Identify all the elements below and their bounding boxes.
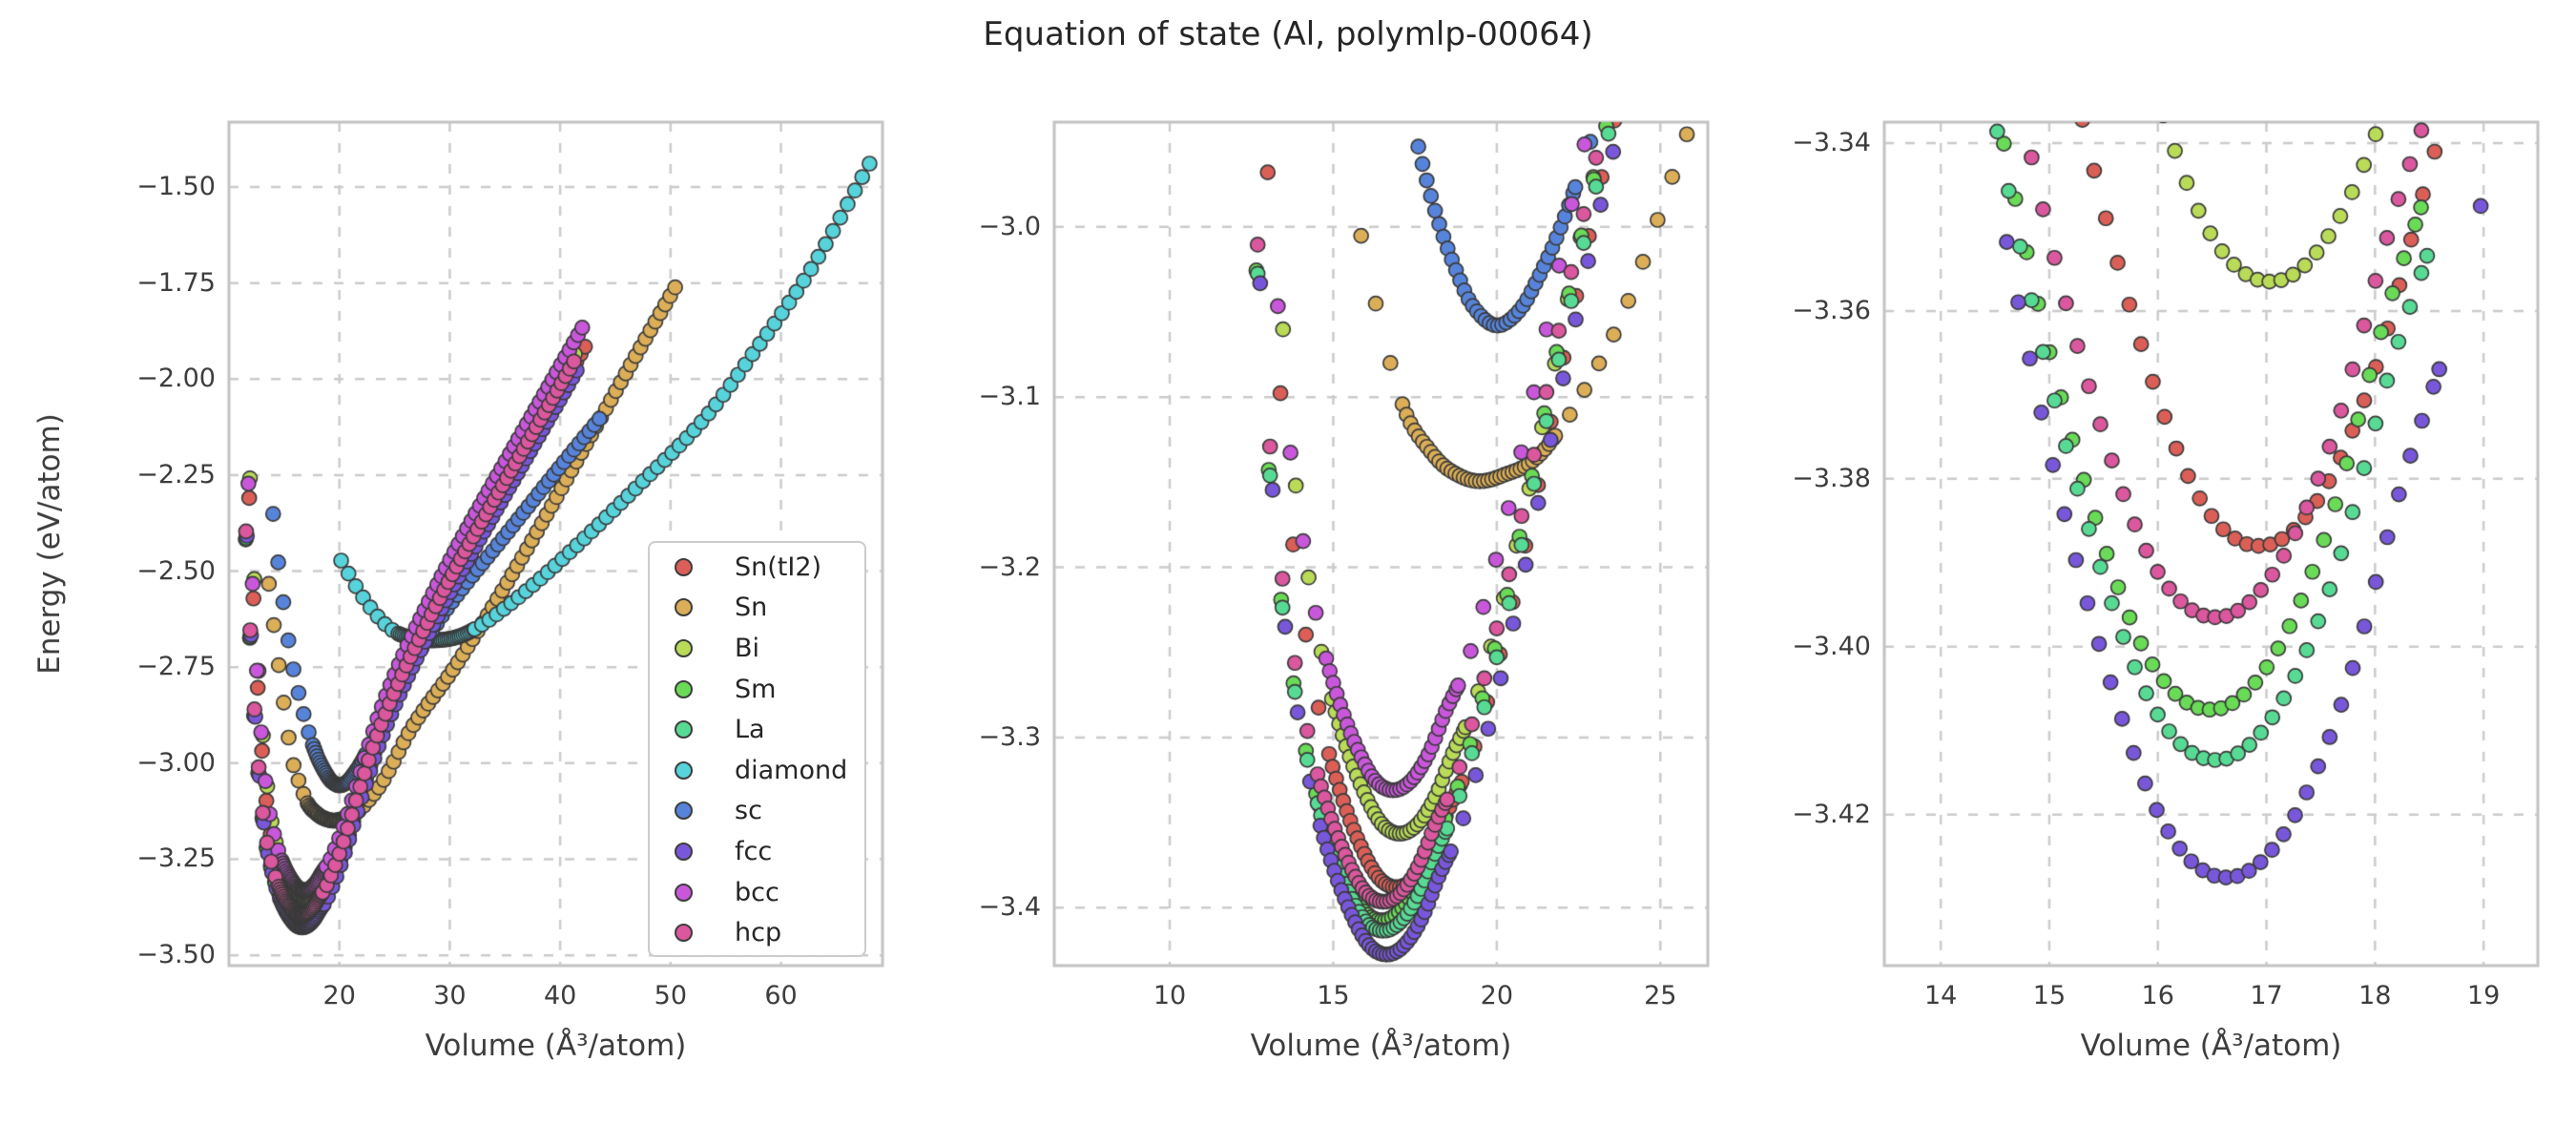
legend-marker-icon [675, 679, 693, 698]
x-tick-label: 18 [2358, 981, 2392, 1010]
y-tick-label: −2.50 [136, 555, 216, 586]
x-tick-label: 30 [433, 981, 467, 1010]
legend-item-label: Sn [735, 593, 768, 623]
legend-item-diamond: diamond [650, 750, 864, 791]
y-tick-label: −3.0 [978, 211, 1041, 241]
y-tick-label: −3.50 [136, 940, 216, 970]
y-tick-label: −1.50 [136, 172, 216, 202]
legend-item-label: sc [735, 796, 762, 826]
y-tick-label: −3.40 [1792, 631, 1871, 661]
legend-marker-icon [675, 598, 693, 617]
x-axis-label: Volume (Å³/atom) [1250, 1029, 1512, 1063]
x-tick-label: 16 [2141, 981, 2174, 1010]
legend-item-label: Sn(tI2) [735, 552, 822, 582]
legend-marker-icon [675, 557, 693, 576]
y-tick-label: −3.36 [1792, 295, 1871, 325]
y-tick-label: −2.75 [136, 652, 216, 682]
legend-item-label: Sm [735, 674, 777, 704]
chart-title: Equation of state (Al, polymlp-00064) [983, 15, 1593, 53]
y-tick-label: −3.42 [1792, 799, 1871, 829]
legend-item-label: Bi [735, 633, 760, 663]
y-tick-label: −3.25 [136, 843, 216, 874]
legend-marker-icon [675, 802, 693, 821]
y-tick-label: −3.00 [136, 747, 216, 778]
x-tick-label: 60 [764, 981, 798, 1010]
legend-item-label: diamond [735, 755, 848, 785]
legend-item-fcc: fcc [650, 831, 864, 872]
x-axis-label: Volume (Å³/atom) [425, 1029, 687, 1063]
x-tick-label: 20 [1480, 981, 1514, 1010]
y-axis-label: Energy (eV/atom) [32, 413, 67, 675]
legend-item-sm: Sm [650, 669, 864, 710]
y-tick-label: −3.4 [978, 892, 1041, 923]
legend-item-bi: Bi [650, 628, 864, 669]
x-tick-label: 20 [322, 981, 356, 1010]
legend-item-sn-ti2-: Sn(tI2) [650, 547, 864, 588]
legend-item-la: La [650, 709, 864, 750]
legend-marker-icon [675, 720, 693, 739]
x-tick-label: 15 [1317, 981, 1350, 1010]
legend-item-label: La [735, 715, 765, 745]
x-tick-label: 10 [1153, 981, 1187, 1010]
x-tick-label: 19 [2466, 981, 2501, 1010]
legend-marker-icon [675, 638, 693, 657]
y-tick-label: −3.3 [978, 721, 1041, 752]
x-axis-label: Volume (Å³/atom) [2080, 1029, 2342, 1063]
legend-marker-icon [675, 924, 693, 943]
legend-item-hcp: hcp [650, 912, 864, 953]
y-tick-label: −2.25 [136, 459, 216, 489]
legend-item-label: bcc [735, 877, 779, 907]
legend-item-bcc: bcc [650, 872, 864, 913]
x-tick-label: 50 [654, 981, 687, 1010]
legend-item-sc: sc [650, 791, 864, 832]
y-tick-label: −3.2 [978, 552, 1041, 582]
y-tick-label: −3.38 [1792, 463, 1871, 493]
legend-marker-icon [675, 842, 693, 861]
y-tick-label: −2.00 [136, 364, 216, 394]
legend-marker-icon [675, 760, 693, 780]
x-tick-label: 40 [543, 981, 577, 1010]
legend-item-label: hcp [735, 918, 782, 948]
x-tick-label: 15 [2032, 981, 2067, 1010]
legend-item-sn: Sn [650, 588, 864, 629]
legend-item-label: fcc [735, 836, 773, 866]
x-tick-label: 17 [2250, 981, 2283, 1010]
x-tick-label: 14 [1923, 981, 1958, 1010]
y-tick-label: −3.34 [1792, 127, 1871, 157]
y-tick-label: −3.1 [978, 382, 1041, 412]
legend: Sn(tI2) Sn Bi Sm La diamond sc fcc bcc hcp [648, 541, 866, 957]
x-tick-label: 25 [1644, 981, 1677, 1010]
y-tick-label: −1.75 [136, 267, 216, 298]
legend-marker-icon [675, 883, 693, 902]
